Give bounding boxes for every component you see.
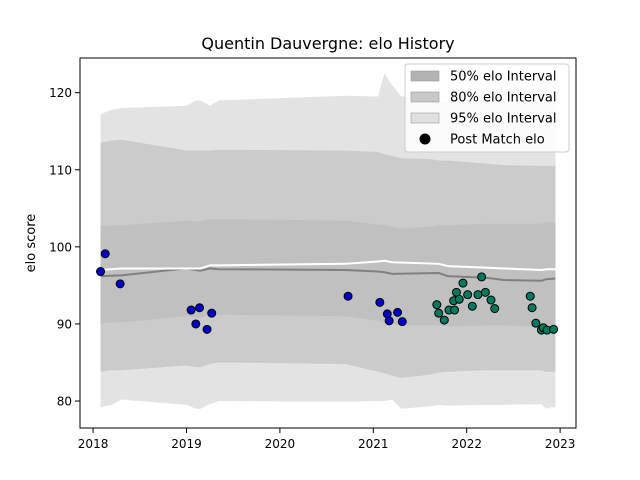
match-point-0-8 bbox=[343, 291, 353, 301]
legend-label-3: Post Match elo bbox=[450, 133, 545, 148]
x-tick-label-2023: 2023 bbox=[545, 437, 576, 451]
match-point-1-15 bbox=[490, 304, 500, 314]
match-point-0-11 bbox=[384, 316, 394, 326]
match-point-1-13 bbox=[480, 287, 490, 297]
match-point-0-13 bbox=[397, 317, 407, 327]
x-tick-label-2021: 2021 bbox=[358, 437, 389, 451]
elo-line-0 bbox=[100, 267, 556, 282]
y-tick-label-80: 80 bbox=[57, 395, 72, 409]
x-tick-label-2019: 2019 bbox=[171, 437, 202, 451]
match-point-1-18 bbox=[531, 318, 541, 328]
match-point-1-7 bbox=[454, 294, 464, 304]
legend-swatch-0 bbox=[410, 70, 440, 82]
match-point-0-12 bbox=[393, 307, 403, 317]
y-tick-label-110: 110 bbox=[49, 163, 72, 177]
match-point-0-7 bbox=[207, 308, 217, 318]
chart-title: Quentin Dauvergne: elo History bbox=[201, 34, 454, 53]
match-point-0-0 bbox=[96, 267, 106, 277]
match-point-1-17 bbox=[527, 303, 537, 313]
match-point-1-14 bbox=[486, 295, 496, 305]
y-axis-label: elo score bbox=[24, 214, 39, 273]
legend-box bbox=[404, 63, 570, 153]
match-point-0-9 bbox=[375, 297, 385, 307]
legend-swatch-2 bbox=[410, 112, 440, 124]
y-tick-label-100: 100 bbox=[49, 240, 72, 254]
match-point-0-1 bbox=[100, 249, 110, 259]
match-point-0-6 bbox=[202, 324, 212, 334]
match-point-0-3 bbox=[186, 305, 196, 315]
x-tick-label-2020: 2020 bbox=[265, 437, 296, 451]
x-tick-label-2022: 2022 bbox=[451, 437, 482, 451]
plot-frame bbox=[79, 57, 577, 429]
x-tick-label-2018: 2018 bbox=[78, 437, 109, 451]
legend-label-1: 80% elo Interval bbox=[450, 91, 557, 106]
legend-label-2: 95% elo Interval bbox=[450, 112, 557, 127]
match-point-1-11 bbox=[473, 290, 483, 300]
match-point-0-4 bbox=[191, 319, 201, 329]
match-point-1-22 bbox=[549, 324, 559, 334]
legend-swatch-1 bbox=[410, 91, 440, 103]
match-point-0-2 bbox=[115, 279, 125, 289]
interval-band-2 bbox=[100, 219, 556, 328]
match-point-1-1 bbox=[434, 308, 444, 318]
match-point-0-5 bbox=[195, 303, 205, 313]
legend-marker-3 bbox=[419, 133, 431, 145]
match-point-1-8 bbox=[458, 278, 468, 288]
match-point-1-5 bbox=[450, 305, 460, 315]
match-point-1-9 bbox=[463, 290, 473, 300]
legend-label-0: 50% elo Interval bbox=[450, 70, 557, 85]
match-point-1-12 bbox=[477, 272, 487, 282]
elo-line-1 bbox=[100, 259, 556, 271]
y-tick-label-120: 120 bbox=[49, 86, 72, 100]
y-tick-label-90: 90 bbox=[57, 317, 72, 331]
match-point-1-2 bbox=[439, 315, 449, 325]
match-point-1-10 bbox=[467, 301, 477, 311]
match-point-1-16 bbox=[525, 291, 535, 301]
match-point-1-0 bbox=[432, 300, 442, 310]
